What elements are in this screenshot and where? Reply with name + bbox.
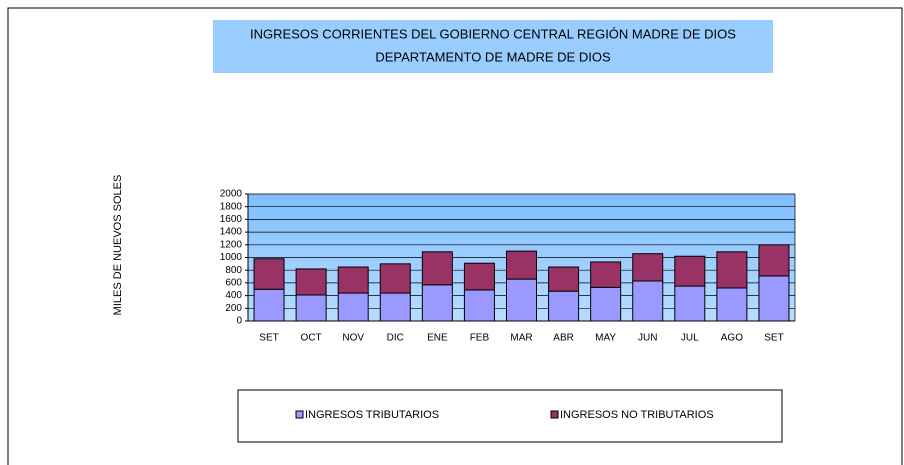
bar-segment [337, 292, 369, 322]
y-tick-label: 200 [225, 303, 242, 314]
y-tick-label: 600 [225, 278, 242, 289]
bar-segment [506, 250, 537, 280]
bar-segment [590, 261, 622, 288]
y-axis-label: MILES DE NUEVOS SOLES [112, 175, 124, 316]
chart-subtitle: DEPARTAMENTO DE MADRE DE DIOS [375, 49, 611, 64]
legend-swatch [550, 410, 559, 419]
bar-segment [632, 280, 664, 322]
y-tick-label: 1600 [220, 214, 243, 225]
legend-box [237, 389, 783, 443]
bar-segment [421, 251, 453, 286]
y-tick-label: 1800 [220, 201, 243, 212]
bar-segment [506, 278, 537, 322]
y-tick-label: 800 [225, 265, 242, 276]
bar-segment [379, 263, 411, 294]
legend-label: INGRESOS TRIBUTARIOS [305, 409, 439, 421]
y-tick-label: 0 [236, 316, 242, 327]
bar-segment [421, 284, 453, 322]
bar-segment [253, 258, 285, 290]
title-box [213, 20, 773, 73]
x-tick-label: ENE [427, 333, 448, 344]
x-tick-label: JUN [638, 333, 657, 344]
x-tick-label: MAR [510, 333, 532, 344]
bar-segment [758, 244, 790, 277]
y-tick-label: 1000 [220, 252, 243, 263]
x-tick-label: SET [764, 333, 783, 344]
y-tick-label: 400 [225, 290, 242, 301]
bar-segment [632, 253, 664, 282]
bar-segment [337, 266, 369, 294]
x-tick-label: ABR [553, 333, 574, 344]
y-tick-label: 1400 [220, 227, 243, 238]
y-tick-label: 2000 [220, 189, 243, 200]
x-tick-label: AGO [721, 333, 743, 344]
legend-swatch [295, 410, 304, 419]
bar-segment [295, 294, 327, 322]
x-tick-label: NOV [342, 333, 364, 344]
frame [7, 7, 903, 465]
bar-segment [379, 292, 411, 322]
bar-segment [463, 262, 495, 291]
bar-segment [758, 275, 790, 322]
bar-segment [548, 266, 580, 292]
bar-segment [674, 255, 706, 287]
legend-label: INGRESOS NO TRIBUTARIOS [560, 409, 714, 421]
bar-segment [463, 289, 495, 322]
x-tick-label: MAY [595, 333, 616, 344]
bar-segment [295, 268, 327, 296]
chart-title: INGRESOS CORRIENTES DEL GOBIERNO CENTRAL… [250, 26, 736, 41]
x-tick-label: OCT [301, 333, 322, 344]
x-tick-label: FEB [470, 333, 490, 344]
bar-segment [716, 251, 748, 289]
x-tick-label: SET [259, 333, 278, 344]
x-tick-label: DIC [387, 333, 404, 344]
bar-segment [548, 290, 580, 322]
bar-segment [590, 286, 622, 322]
x-tick-label: JUL [681, 333, 699, 344]
bar-segment [716, 287, 748, 322]
bar-segment [253, 288, 285, 322]
y-tick-label: 1200 [220, 239, 243, 250]
bar-segment [674, 285, 706, 322]
